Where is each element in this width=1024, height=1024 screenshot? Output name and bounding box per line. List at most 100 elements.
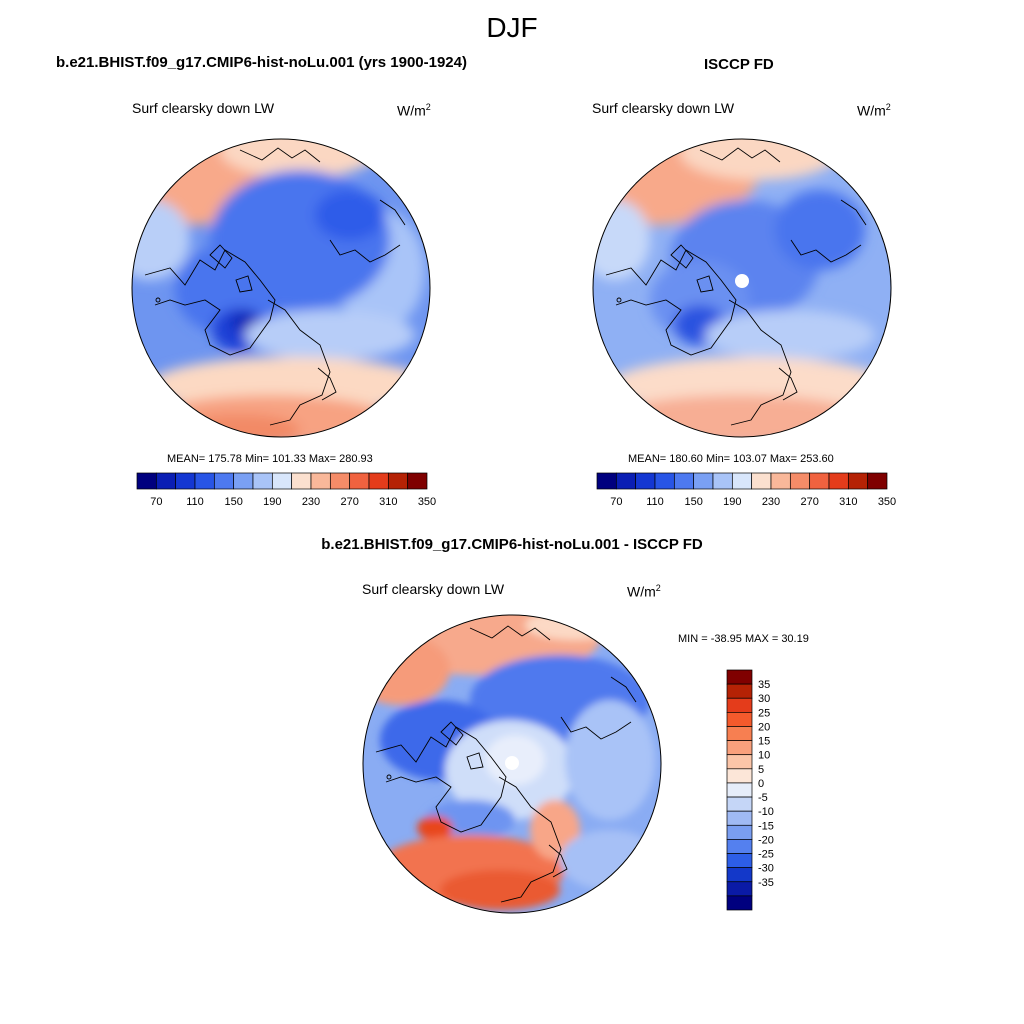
- colorbar-tick-label: 350: [418, 496, 436, 508]
- diff-panel-title: b.e21.BHIST.f09_g17.CMIP6-hist-noLu.001 …: [321, 536, 703, 553]
- colorbar-tick-label: 230: [302, 496, 320, 508]
- diff-stats: MIN = -38.95 MAX = 30.19: [678, 633, 809, 645]
- colorbar-swatch: [194, 472, 215, 490]
- obs-colorbar: 70 110 150 190 230 270 310 350: [596, 472, 896, 508]
- colorbar-swatch: [726, 740, 753, 756]
- colorbar-swatch: [329, 472, 351, 490]
- colorbar-tick-label: -30: [758, 863, 774, 875]
- colorbar-swatch: [673, 472, 695, 490]
- colorbar-tick-label: 110: [186, 496, 204, 508]
- colorbar-tick-label: 25: [758, 707, 770, 719]
- colorbar-swatch: [847, 472, 869, 490]
- colorbar-tick-label: 70: [610, 496, 622, 508]
- model-colorbar: 70 110 150 190 230 270 310 350: [136, 472, 436, 508]
- colorbar-swatch: [726, 712, 753, 727]
- colorbar-swatch: [726, 810, 753, 826]
- colorbar-tick-label: 190: [263, 496, 281, 508]
- colorbar-swatch: [233, 472, 254, 490]
- obs-panel-title: ISCCP FD: [704, 56, 774, 73]
- colorbar-swatch: [368, 472, 389, 490]
- colorbar-tick-label: 10: [758, 750, 770, 762]
- colorbar-tick-label: 20: [758, 721, 770, 733]
- colorbar-swatch: [726, 881, 753, 897]
- colorbar-swatch: [726, 697, 753, 713]
- colorbar-swatch: [693, 472, 714, 490]
- season-title: DJF: [486, 12, 538, 43]
- model-variable-label: Surf clearsky down LW: [132, 100, 275, 116]
- missing-data-pole: [505, 756, 519, 770]
- colorbar-swatch: [726, 768, 753, 784]
- colorbar-swatch: [726, 853, 753, 868]
- colorbar-swatch: [291, 472, 312, 490]
- colorbar-swatch: [726, 824, 753, 840]
- colorbar-swatch: [271, 472, 293, 490]
- colorbar-swatch: [654, 472, 675, 490]
- colorbar-tick-label: -10: [758, 806, 774, 818]
- colorbar-tick-label: -15: [758, 820, 774, 832]
- obs-stats: MEAN= 180.60 Min= 103.07 Max= 253.60: [628, 453, 834, 465]
- colorbar-swatch: [809, 472, 830, 490]
- colorbar-tick-label: -5: [758, 792, 768, 804]
- colorbar-tick-label: 110: [646, 496, 664, 508]
- colorbar-swatch: [726, 782, 753, 798]
- colorbar-swatch: [726, 754, 753, 770]
- diff-colorbar: 35 30 25 20 15 10 5 0 -5 -10 -15 -20 -25 -30 -35: [726, 669, 774, 911]
- obs-polar-map: [592, 138, 892, 438]
- colorbar-tick-label: 350: [878, 496, 896, 508]
- model-polar-map: [131, 138, 431, 438]
- colorbar-tick-label: 190: [723, 496, 741, 508]
- colorbar-tick-label: 70: [150, 496, 162, 508]
- colorbar-swatch: [726, 867, 753, 883]
- colorbar-tick-label: 150: [224, 496, 242, 508]
- colorbar-swatch: [407, 472, 428, 490]
- colorbar-tick-label: 270: [800, 496, 818, 508]
- colorbar-swatch: [136, 472, 157, 490]
- colorbar-swatch: [867, 472, 888, 490]
- colorbar-tick-label: 310: [379, 496, 397, 508]
- colorbar-swatch: [213, 472, 235, 490]
- colorbar-swatch: [726, 669, 753, 685]
- colorbar-swatch: [731, 472, 753, 490]
- diff-units-label: W/m2: [627, 583, 661, 600]
- colorbar-swatch: [712, 472, 733, 490]
- colorbar-tick-label: 230: [762, 496, 780, 508]
- colorbar-swatch: [596, 472, 617, 490]
- colorbar-swatch: [726, 796, 753, 812]
- colorbar-tick-label: -35: [758, 877, 774, 889]
- model-units-label: W/m2: [397, 102, 431, 119]
- colorbar-tick-label: 30: [758, 693, 770, 705]
- colorbar-tick-label: 15: [758, 736, 770, 748]
- colorbar-swatch: [635, 472, 656, 490]
- colorbar-swatch: [310, 472, 331, 490]
- obs-units-label: W/m2: [857, 102, 891, 119]
- colorbar-tick-label: 35: [758, 679, 770, 691]
- model-stats: MEAN= 175.78 Min= 101.33 Max= 280.93: [167, 453, 373, 465]
- colorbar-tick-label: 150: [684, 496, 702, 508]
- colorbar-swatch: [751, 472, 772, 490]
- colorbar-swatch: [726, 895, 753, 911]
- colorbar-swatch: [615, 472, 637, 490]
- missing-data-pole: [735, 274, 749, 288]
- colorbar-swatch: [726, 839, 753, 854]
- colorbar-tick-label: 270: [340, 496, 358, 508]
- colorbar-swatch: [155, 472, 177, 490]
- colorbar-swatch: [770, 472, 791, 490]
- diff-polar-map: [362, 614, 662, 914]
- colorbar-tick-label: -25: [758, 849, 774, 861]
- colorbar-swatch: [387, 472, 409, 490]
- colorbar-tick-label: -20: [758, 834, 774, 846]
- colorbar-swatch: [175, 472, 196, 490]
- colorbar-swatch: [726, 683, 753, 699]
- colorbar-swatch: [726, 726, 753, 741]
- model-panel-title: b.e21.BHIST.f09_g17.CMIP6-hist-noLu.001 …: [56, 54, 467, 71]
- colorbar-tick-label: 0: [758, 778, 764, 790]
- colorbar-swatch: [789, 472, 811, 490]
- colorbar-swatch: [252, 472, 273, 490]
- diff-variable-label: Surf clearsky down LW: [362, 581, 505, 597]
- colorbar-tick-label: 5: [758, 764, 764, 776]
- colorbar-swatch: [828, 472, 849, 490]
- colorbar-swatch: [349, 472, 370, 490]
- obs-variable-label: Surf clearsky down LW: [592, 100, 735, 116]
- colorbar-tick-label: 310: [839, 496, 857, 508]
